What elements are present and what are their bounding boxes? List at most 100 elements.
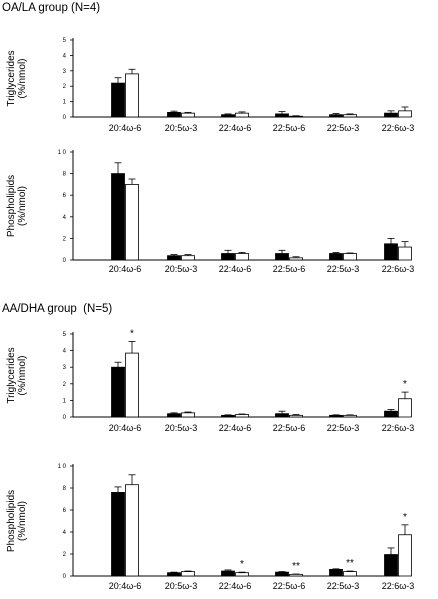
open-bar — [125, 73, 139, 118]
open-bar — [235, 572, 249, 577]
open-bar — [235, 253, 249, 261]
open-bar — [125, 484, 139, 577]
filled-bar — [167, 572, 181, 577]
significance-marker: * — [403, 379, 407, 390]
open-bar — [289, 414, 303, 418]
filled-bar — [167, 111, 181, 118]
category-label: 22:4ω-6 — [219, 264, 252, 274]
y-tick-label: 3 — [63, 69, 67, 75]
filled-bar — [384, 112, 398, 118]
y-tick-label: 5 — [63, 38, 67, 44]
category-label: 22:6ω-3 — [382, 423, 415, 433]
filled-bar — [111, 82, 125, 118]
filled-bar — [111, 491, 125, 577]
y-axis-label: Phospholipids(%/nmol) — [6, 490, 28, 552]
open-bar — [343, 114, 357, 118]
open-bar — [343, 414, 357, 418]
filled-bar — [167, 255, 181, 261]
category-label: 22:5ω-3 — [327, 264, 360, 274]
y-tick-label: 8 — [63, 486, 67, 492]
category-label: 22:4ω-6 — [219, 423, 252, 433]
open-bar — [398, 534, 412, 577]
significance-marker: * — [130, 328, 134, 339]
category-label: 20:5ω-3 — [165, 264, 198, 274]
open-bar — [181, 255, 195, 261]
open-bar — [125, 352, 139, 418]
filled-bar — [384, 554, 398, 577]
category-label: 22:5ω-3 — [327, 581, 360, 591]
significance-marker: ** — [292, 561, 300, 572]
y-tick-label: 1 — [63, 100, 67, 106]
filled-bar — [221, 114, 235, 118]
y-tick-label: 1 0 — [58, 464, 67, 470]
y-tick-label: 2 — [63, 236, 67, 242]
y-tick-label: 0 — [63, 574, 67, 580]
y-tick-label: 1 0 — [58, 150, 67, 156]
y-tick-label: 0 — [63, 415, 67, 421]
category-label: 22:5ω-6 — [273, 423, 306, 433]
filled-bar — [275, 113, 289, 118]
significance-marker: ** — [346, 558, 354, 569]
open-bar — [289, 115, 303, 118]
filled-bar — [221, 414, 235, 418]
category-label: 22:4ω-6 — [219, 123, 252, 133]
filled-bar — [329, 569, 343, 577]
filled-bar — [275, 413, 289, 418]
category-label: 20:4ω-6 — [109, 123, 142, 133]
filled-bar — [221, 570, 235, 577]
category-label: 20:5ω-3 — [165, 123, 198, 133]
open-bar — [289, 573, 303, 577]
category-label: 22:5ω-3 — [327, 423, 360, 433]
y-tick-label: 4 — [63, 53, 67, 59]
chart-panel-3: 0 1 2 3 4 5 Triglycerides(%/nmol) 20:4ω-6 20:5ω-… — [6, 328, 414, 433]
category-label: 22:6ω-3 — [382, 264, 415, 274]
filled-bar — [329, 253, 343, 261]
filled-bar — [384, 410, 398, 418]
open-bar — [343, 571, 357, 577]
open-bar — [398, 246, 412, 261]
filled-bar — [111, 173, 125, 261]
filled-bar — [329, 114, 343, 118]
open-bar — [125, 183, 139, 261]
y-tick-label: 0 — [63, 115, 67, 121]
category-label: 22:6ω-3 — [382, 581, 415, 591]
category-label: 22:5ω-6 — [273, 264, 306, 274]
category-label: 20:5ω-3 — [165, 581, 198, 591]
category-label: 22:5ω-6 — [273, 581, 306, 591]
category-label: 20:5ω-3 — [165, 423, 198, 433]
y-tick-label: 2 — [63, 552, 67, 558]
open-bar — [235, 112, 249, 118]
y-axis-label: Phospholipids(%/nmol) — [6, 175, 28, 237]
filled-bar — [329, 414, 343, 418]
category-label: 20:4ω-6 — [109, 581, 142, 591]
y-tick-label: 5 — [63, 332, 67, 338]
y-tick-label: 8 — [63, 172, 67, 178]
y-tick-label: 4 — [63, 215, 67, 221]
significance-marker: * — [403, 512, 407, 523]
category-label: 22:6ω-3 — [382, 123, 415, 133]
open-bar — [343, 253, 357, 261]
y-tick-label: 6 — [63, 193, 67, 199]
category-label: 20:4ω-6 — [109, 423, 142, 433]
open-bar — [398, 110, 412, 118]
y-tick-label: 1 — [63, 398, 67, 404]
open-bar — [289, 257, 303, 261]
filled-bar — [167, 413, 181, 418]
significance-marker: * — [240, 559, 244, 570]
category-label: 20:4ω-6 — [109, 264, 142, 274]
open-bar — [398, 398, 412, 418]
open-bar — [181, 112, 195, 118]
y-axis-label: Triglycerides(%/nmol) — [6, 347, 28, 403]
y-tick-label: 6 — [63, 508, 67, 514]
group-title-oa-la: OA/LA group (N=4) — [2, 2, 101, 14]
category-label: 22:4ω-6 — [219, 581, 252, 591]
category-label: 22:5ω-6 — [273, 123, 306, 133]
y-tick-label: 2 — [63, 84, 67, 90]
y-tick-label: 0 — [63, 258, 67, 264]
chart-panel-1: 0 1 2 3 4 5 Triglycerides(%/nmol) 20:4ω-6 20:5ω-… — [6, 38, 414, 133]
filled-bar — [111, 366, 125, 418]
y-tick-label: 4 — [63, 349, 67, 355]
category-label: 22:5ω-3 — [327, 123, 360, 133]
y-tick-label: 4 — [63, 530, 67, 536]
